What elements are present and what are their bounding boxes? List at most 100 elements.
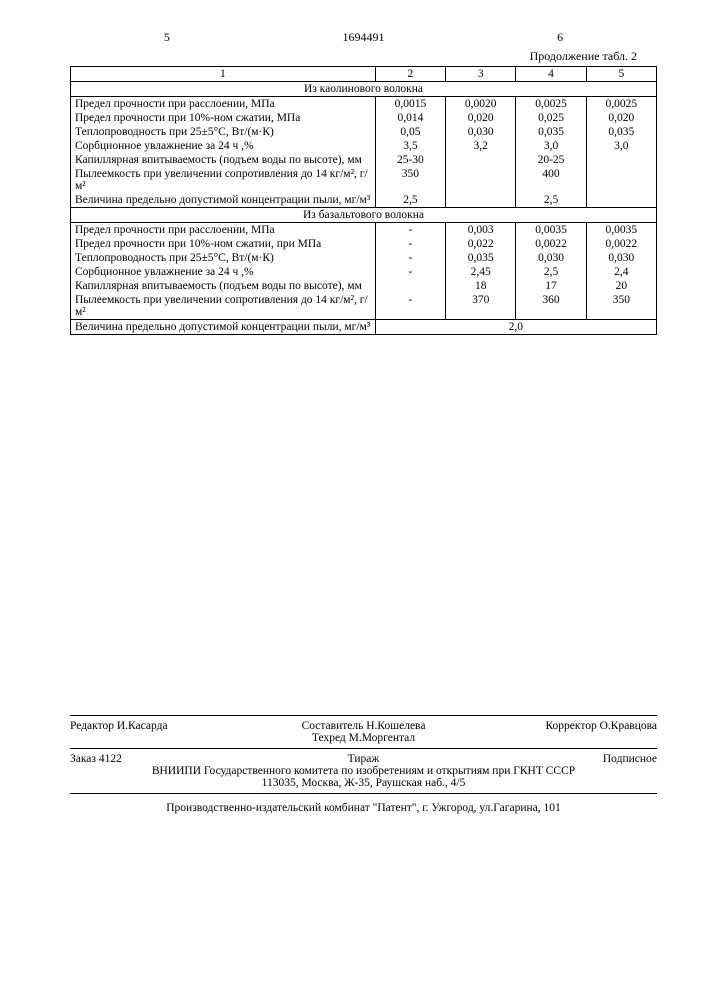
row-value: 0,05 (375, 125, 445, 139)
footer-row-value: 2,0 (375, 320, 656, 335)
table-continuation-label: Продолжение табл. 2 (70, 49, 657, 64)
row-label: Капиллярная впитываемость (подъем воды п… (71, 279, 376, 293)
tech-name: М.Моргентал (349, 732, 415, 744)
row-value (586, 193, 656, 208)
col-header-5: 5 (586, 67, 656, 82)
col-header-2: 2 (375, 67, 445, 82)
row-value: 0,0022 (586, 237, 656, 251)
row-value: 400 (516, 167, 586, 193)
page-num-right: 6 (463, 30, 657, 45)
row-label: Предел прочности при 10%-ном сжатии, МПа (71, 111, 376, 125)
editor-cell: Редактор И.Касарда (70, 720, 266, 744)
table-row: Капиллярная впитываемость (подъем воды п… (71, 153, 657, 167)
row-value: 0,025 (516, 111, 586, 125)
divider (70, 748, 657, 749)
row-value: 360 (516, 293, 586, 320)
row-value: 18 (446, 279, 516, 293)
podpisnoe-cell: Подписное (461, 753, 657, 765)
row-label: Пылеемкость при увеличении сопротивления… (71, 293, 376, 320)
row-label: Предел прочности при расслоении, МПа (71, 223, 376, 238)
row-value: 0,035 (516, 125, 586, 139)
table-row: Сорбционное увлажнение за 24 ч ,%3,53,23… (71, 139, 657, 153)
row-value: 0,030 (446, 125, 516, 139)
table-row: Капиллярная впитываемость (подъем воды п… (71, 279, 657, 293)
row-value: 0,0035 (586, 223, 656, 238)
page-header-numbers: 5 1694491 6 (70, 30, 657, 45)
row-value: 0,0022 (516, 237, 586, 251)
table-row: Сорбционное увлажнение за 24 ч ,%-2,452,… (71, 265, 657, 279)
row-value: 0,014 (375, 111, 445, 125)
col-header-4: 4 (516, 67, 586, 82)
row-label: Сорбционное увлажнение за 24 ч ,% (71, 265, 376, 279)
row-value (586, 153, 656, 167)
data-table: 1 2 3 4 5 Из каолинового волокна Предел … (70, 66, 657, 335)
row-value: 0,0025 (516, 97, 586, 112)
row-value: - (375, 237, 445, 251)
col-header-3: 3 (446, 67, 516, 82)
colophon: Производственно-издательский комбинат "П… (70, 802, 657, 814)
row-value: 3,5 (375, 139, 445, 153)
table-row: Пылеемкость при увеличении сопротивления… (71, 293, 657, 320)
section-2-title: Из базальтового волокна (71, 208, 657, 223)
row-value: 20-25 (516, 153, 586, 167)
section-2-body: Предел прочности при расслоении, МПа-0,0… (71, 223, 657, 320)
row-value: 3,2 (446, 139, 516, 153)
addr-line: 113035, Москва, Ж-35, Раушская наб., 4/5 (70, 777, 657, 789)
table-header-row: 1 2 3 4 5 (71, 67, 657, 82)
row-value (375, 279, 445, 293)
section-1-body: Предел прочности при расслоении, МПа0,00… (71, 97, 657, 208)
row-value: 17 (516, 279, 586, 293)
row-value: 0,035 (446, 251, 516, 265)
row-value: 0,020 (446, 111, 516, 125)
row-value: 2,5 (375, 193, 445, 208)
divider (70, 715, 657, 716)
table-row: Теплопроводность при 25±5°С, Вт/(м·К)0,0… (71, 125, 657, 139)
corrector-cell: Корректор О.Кравцова (461, 720, 657, 744)
compiler-name: Н.Кошелева (366, 720, 425, 732)
table-row: Пылеемкость при увеличении сопротивления… (71, 167, 657, 193)
table-row: Теплопроводность при 25±5°С, Вт/(м·К)-0,… (71, 251, 657, 265)
row-value: 0,0015 (375, 97, 445, 112)
row-value: 2,45 (446, 265, 516, 279)
row-value: 0,003 (446, 223, 516, 238)
row-label: Капиллярная впитываемость (подъем воды п… (71, 153, 376, 167)
row-value: 370 (446, 293, 516, 320)
row-value (446, 153, 516, 167)
row-value: - (375, 223, 445, 238)
row-value (446, 193, 516, 208)
footer-block: Редактор И.Касарда Составитель Н.Кошелев… (70, 715, 657, 814)
corrector-label: Корректор (545, 720, 596, 732)
row-value: 0,022 (446, 237, 516, 251)
row-value: - (375, 251, 445, 265)
row-value: 3,0 (516, 139, 586, 153)
row-label: Теплопроводность при 25±5°С, Вт/(м·К) (71, 251, 376, 265)
row-label: Предел прочности при 10%-ном сжатии, при… (71, 237, 376, 251)
row-label: Сорбционное увлажнение за 24 ч ,% (71, 139, 376, 153)
row-value: 0,030 (516, 251, 586, 265)
table-row: Предел прочности при 10%-ном сжатии, МПа… (71, 111, 657, 125)
row-value: 20 (586, 279, 656, 293)
compiler-tech-cell: Составитель Н.Кошелева Техред М.Моргента… (266, 720, 462, 744)
order-cell: Заказ 4122 (70, 753, 266, 765)
divider (70, 793, 657, 794)
row-label: Величина предельно допустимой концентрац… (71, 193, 376, 208)
table-row: Предел прочности при 10%-ном сжатии, при… (71, 237, 657, 251)
credits-row-1: Редактор И.Касарда Составитель Н.Кошелев… (70, 720, 657, 744)
section-1-title-row: Из каолинового волокна (71, 82, 657, 97)
row-value: 350 (586, 293, 656, 320)
tirazh-cell: Тираж (266, 753, 462, 765)
page-container: 5 1694491 6 Продолжение табл. 2 1 2 3 4 … (0, 0, 707, 834)
row-label: Пылеемкость при увеличении сопротивления… (71, 167, 376, 193)
row-value: 2,5 (516, 193, 586, 208)
section-2-title-row: Из базальтового волокна (71, 208, 657, 223)
order-label: Заказ (70, 753, 96, 765)
row-value: 2,5 (516, 265, 586, 279)
org-line: ВНИИПИ Государственного комитета по изоб… (70, 765, 657, 777)
row-label: Теплопроводность при 25±5°С, Вт/(м·К) (71, 125, 376, 139)
corrector-name: О.Кравцова (600, 720, 657, 732)
row-value: 0,0020 (446, 97, 516, 112)
row-value: 25-30 (375, 153, 445, 167)
table-footer-row: Величина предельно допустимой концентрац… (71, 320, 657, 335)
row-value: 0,0035 (516, 223, 586, 238)
compiler-label: Составитель (302, 720, 364, 732)
